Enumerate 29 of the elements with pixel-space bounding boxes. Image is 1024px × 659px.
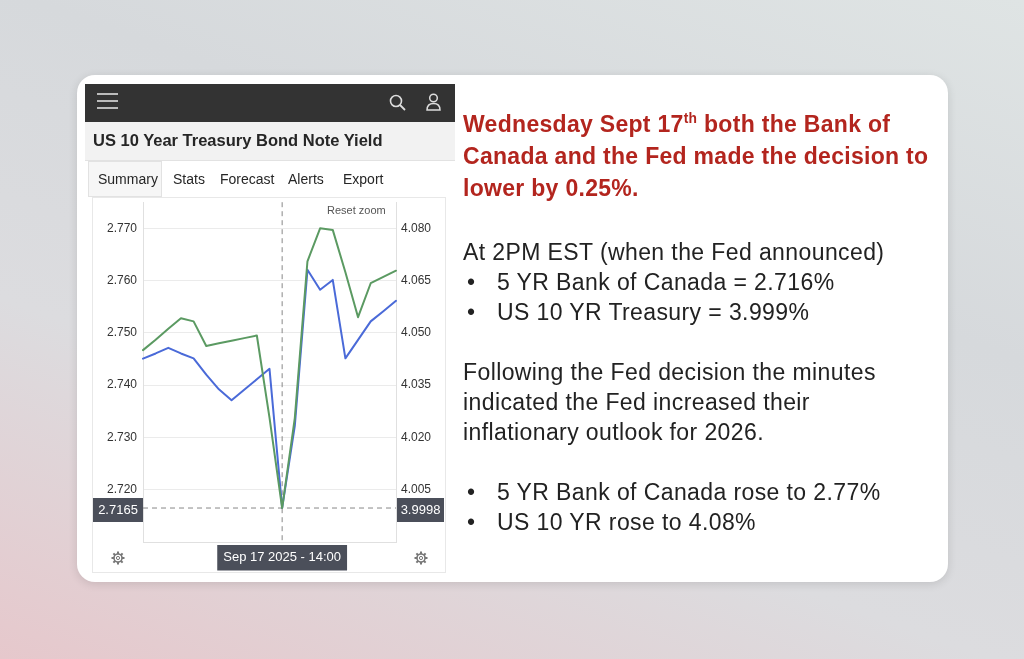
y-tick-label: 2.770 [106, 220, 138, 235]
annotation: Reset zoom [327, 204, 386, 216]
text: Wednesday Sept 17$^{th}$ both the Bank of Canada and the Fed made the decision to lower by 0.25%. [463, 110, 930, 203]
text: Export [343, 171, 384, 187]
text: At 2PM EST (when the Fed announced) [463, 238, 885, 267]
text: Forecast [220, 171, 275, 187]
text: Summary [98, 171, 158, 187]
text: • 5 YR Bank of Canada rose to 2.77% [466, 478, 881, 507]
y-tick-label: 2.760 [106, 272, 138, 287]
ref-line-label: 2.7165 [98, 502, 138, 518]
text: • US 10 YR Treasury = 3.999% [466, 298, 810, 327]
y-tick-label: 2.720 [106, 482, 138, 497]
text: Following the Fed decision the minutes indicated the Fed increased their inflationary outlook for 2026. [463, 358, 877, 447]
y2-tick-label: 4.035 [401, 377, 432, 392]
x-tick-label: Sep 17 2025 - 14:00 [223, 549, 342, 565]
y2-tick-label: 4.005 [401, 482, 432, 497]
chart-title: US 10 Year Treasury Bond Note Yield [93, 131, 383, 150]
y-tick-label: 2.750 [106, 325, 138, 340]
text: 3.9998 [400, 502, 441, 518]
text: Stats [173, 171, 205, 187]
y2-tick-label: 4.080 [401, 220, 432, 235]
y2-tick-label: 4.020 [401, 429, 432, 444]
y2-tick-label: 4.065 [401, 272, 432, 287]
y2-tick-label: 4.050 [401, 325, 432, 340]
text: Alerts [288, 171, 324, 187]
y-tick-label: 2.730 [106, 429, 138, 444]
text: • 5 YR Bank of Canada = 2.716% [466, 268, 835, 297]
y-tick-label: 2.740 [106, 377, 138, 392]
text: • US 10 YR rose to 4.08% [466, 508, 756, 537]
